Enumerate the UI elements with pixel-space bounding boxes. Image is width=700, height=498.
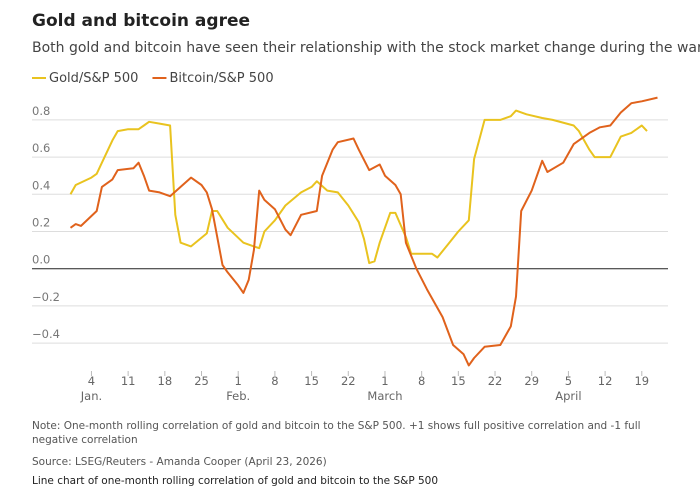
y-tick-label: 0.4 xyxy=(32,178,50,192)
x-tick-label: 22 xyxy=(488,374,503,388)
chart-subtitle: Both gold and bitcoin have seen their re… xyxy=(32,40,700,56)
month-label: March xyxy=(367,389,402,403)
x-tick-label: 19 xyxy=(634,374,649,388)
x-tick-label: 29 xyxy=(524,374,539,388)
x-tick-label: 18 xyxy=(158,374,173,388)
x-tick-label: 11 xyxy=(121,374,136,388)
y-tick-label: 0.8 xyxy=(32,104,50,118)
x-tick-label: 15 xyxy=(304,374,319,388)
month-label: Feb. xyxy=(226,389,250,403)
y-tick-label: 0.0 xyxy=(32,253,50,267)
x-tick-label: 4 xyxy=(88,374,95,388)
chart-title: Gold and bitcoin agree xyxy=(32,11,250,31)
legend-label: Bitcoin/S&P 500 xyxy=(169,71,273,86)
x-tick-label: 1 xyxy=(381,374,388,388)
x-tick-label: 5 xyxy=(565,374,572,388)
x-tick-label: 8 xyxy=(271,374,278,388)
x-tick-label: 12 xyxy=(598,374,613,388)
y-tick-label: 0.2 xyxy=(32,216,50,230)
x-tick-label: 1 xyxy=(235,374,242,388)
series-line xyxy=(69,96,658,367)
y-tick-label: −0.4 xyxy=(32,327,60,341)
caption: Line chart of one-month rolling correlat… xyxy=(32,475,438,487)
source: Source: LSEG/Reuters - Amanda Cooper (Ap… xyxy=(32,456,327,468)
x-tick-label: 25 xyxy=(194,374,209,388)
note: Note: One-month rolling correlation of g… xyxy=(32,420,641,446)
series-line xyxy=(69,109,648,265)
x-tick-label: 8 xyxy=(418,374,425,388)
month-label: Jan. xyxy=(80,389,102,403)
month-label: April xyxy=(555,389,581,403)
x-tick-label: 15 xyxy=(451,374,466,388)
y-tick-label: 0.6 xyxy=(32,141,50,155)
legend-label: Gold/S&P 500 xyxy=(49,71,138,86)
y-tick-label: −0.2 xyxy=(32,290,60,304)
x-tick-label: 22 xyxy=(341,374,356,388)
